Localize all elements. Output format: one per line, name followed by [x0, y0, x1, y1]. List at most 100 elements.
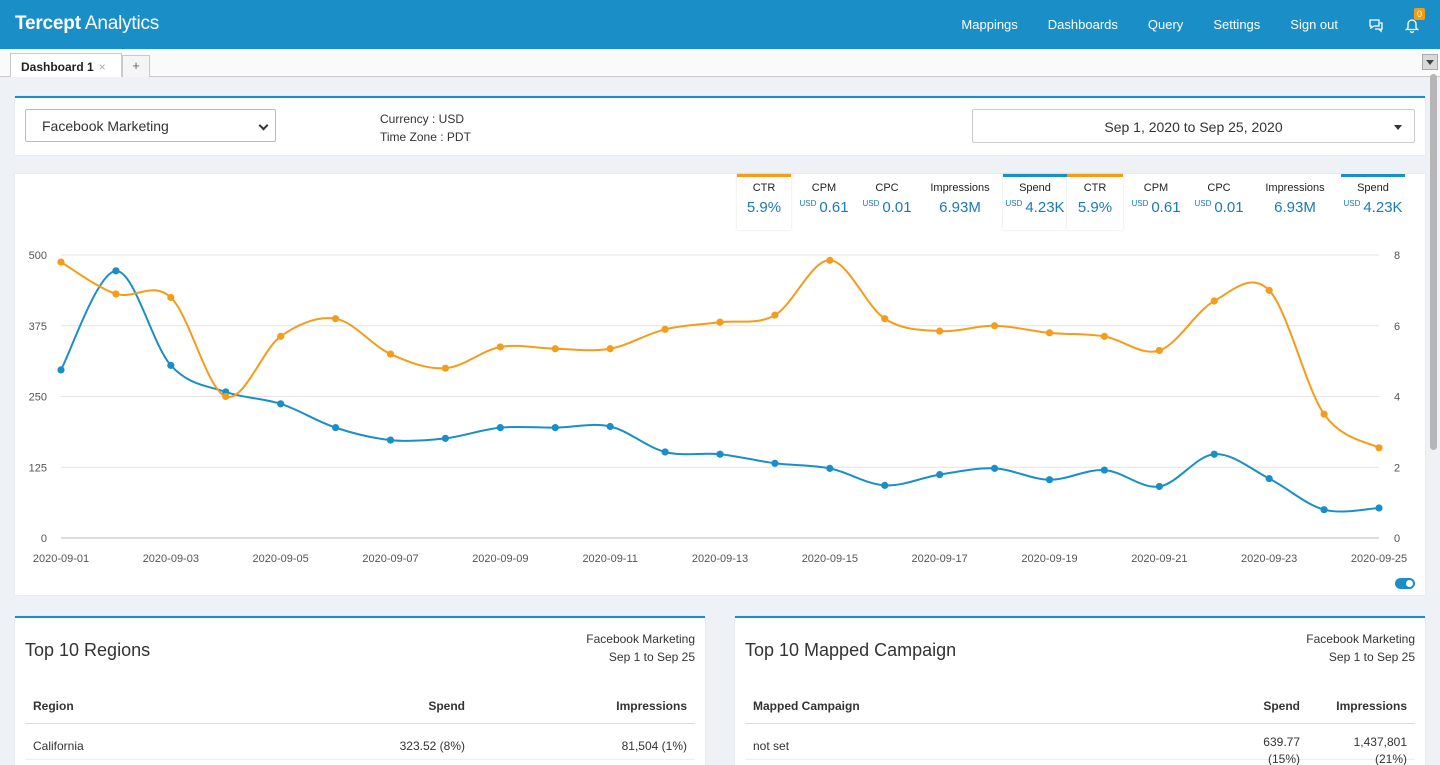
nav-settings[interactable]: Settings — [1213, 17, 1261, 32]
series-line-1 — [60, 269, 1380, 513]
data-point — [606, 422, 614, 431]
col-region[interactable]: Region — [33, 699, 74, 713]
chat-icon[interactable] — [1368, 17, 1384, 33]
currency-label: Currency : USD — [380, 112, 465, 126]
account-select-value: Facebook Marketing — [42, 118, 169, 134]
chart-toggle-switch[interactable] — [1395, 578, 1415, 589]
nav-mappings[interactable]: Mappings — [961, 17, 1018, 32]
metric-tile-cpc[interactable]: CPC USD 0.01 — [857, 174, 917, 230]
data-point — [112, 290, 120, 298]
metric-value: 5.9% — [1067, 199, 1123, 216]
table-row[interactable]: California 323.52 (8%) 81,504 (1%) — [25, 724, 695, 760]
app-logo[interactable]: Tercept Analytics — [15, 13, 159, 35]
metric-tile-cpc[interactable]: CPC USD 0.01 — [1189, 174, 1249, 230]
panel-subtitle: Facebook Marketing Sep 1 to Sep 25 — [1306, 630, 1415, 666]
metric-value: USD 0.01 — [857, 199, 917, 216]
x-tick-label: 2020-09-01 — [33, 553, 89, 565]
top-regions-panel: Top 10 Regions Facebook Marketing Sep 1 … — [15, 616, 705, 765]
nav-sign-out[interactable]: Sign out — [1290, 17, 1338, 32]
metric-tile-cpm[interactable]: CPM USD 0.61 — [1123, 174, 1189, 230]
cell-region: California — [33, 739, 84, 753]
metric-number: 4.23K — [1363, 199, 1403, 216]
data-point — [222, 392, 230, 401]
metric-number: 5.9% — [746, 199, 782, 216]
data-point — [990, 322, 999, 330]
data-point — [881, 481, 889, 489]
metric-tile-spend[interactable]: Spend USD 4.23K — [1003, 174, 1067, 230]
metric-label: CTR — [1083, 182, 1107, 194]
impressions-value: 1,437,801 — [1353, 735, 1407, 749]
data-point — [1265, 286, 1273, 294]
cell-campaign: not set — [753, 739, 790, 753]
x-tick-label: 2020-09-15 — [802, 553, 858, 565]
data-point — [936, 327, 944, 335]
cell-impressions: 1,437,801 (21%) — [1354, 734, 1407, 765]
metric-currency: USD — [1131, 199, 1149, 208]
page-scrollbar[interactable] — [1430, 74, 1437, 450]
metric-tile-impressions[interactable]: Impressions 6.93M — [917, 174, 1003, 230]
tab-dashboard-1[interactable]: Dashboard 1 × — [10, 53, 122, 77]
col-mapped-campaign[interactable]: Mapped Campaign — [753, 699, 860, 713]
metric-label: CTR — [752, 182, 776, 194]
metric-value: USD 4.23K — [1003, 199, 1067, 216]
timezone-label: Time Zone : PDT — [380, 130, 471, 144]
metric-value: USD 0.61 — [791, 199, 857, 216]
cell-impressions: 81,504 (1%) — [621, 739, 687, 753]
table-row[interactable]: not set 639.77 (15%) 1,437,801 (21%) — [745, 724, 1415, 765]
regions-table: Region Spend Impressions California 323.… — [25, 688, 695, 760]
data-point — [936, 471, 944, 479]
table-header: Mapped Campaign Spend Impressions — [745, 688, 1415, 724]
metric-tile-ctr[interactable]: CTR 5.9% — [1067, 174, 1123, 230]
data-point — [1210, 450, 1218, 458]
col-spend[interactable]: Spend — [1263, 699, 1300, 713]
metric-currency: USD — [1343, 199, 1361, 208]
dashboard-tabbar: Dashboard 1 × + — [0, 49, 1440, 77]
metric-number: 6.93M — [939, 199, 981, 216]
x-tick-label: 2020-09-21 — [1131, 553, 1187, 565]
metric-tile-ctr[interactable]: CTR 5.9% — [737, 174, 791, 230]
metric-label: CPC — [1207, 182, 1231, 194]
data-point — [441, 364, 450, 372]
col-impressions[interactable]: Impressions — [1336, 699, 1407, 713]
col-impressions[interactable]: Impressions — [616, 699, 687, 713]
metric-value: 6.93M — [1249, 199, 1341, 216]
data-point — [661, 325, 669, 333]
col-spend[interactable]: Spend — [428, 699, 465, 713]
metric-label: CPC — [875, 182, 899, 194]
cell-spend: 639.77 (15%) — [1263, 734, 1300, 765]
nav-dashboards[interactable]: Dashboards — [1047, 17, 1118, 32]
data-point — [57, 258, 65, 266]
account-select[interactable]: Facebook Marketing — [25, 109, 276, 142]
nav-query[interactable]: Query — [1147, 17, 1184, 32]
data-point — [496, 424, 504, 432]
data-point — [167, 361, 175, 369]
metric-number: 5.9% — [1077, 199, 1113, 216]
close-icon[interactable]: × — [98, 60, 106, 74]
x-tick-label: 2020-09-19 — [1021, 553, 1077, 565]
data-point — [606, 345, 614, 353]
data-point — [331, 315, 340, 323]
bell-icon[interactable]: 0 — [1404, 7, 1425, 33]
data-point — [1375, 444, 1383, 452]
y-left-tick-label: 500 — [29, 250, 47, 262]
data-point — [1045, 329, 1054, 337]
metric-label: Impressions — [1265, 182, 1325, 194]
table-header: Region Spend Impressions — [25, 688, 695, 724]
metric-tile-impressions[interactable]: Impressions 6.93M — [1249, 174, 1341, 230]
data-point — [716, 318, 724, 326]
filter-panel: Facebook Marketing Currency : USD Time Z… — [15, 96, 1425, 155]
y-left-tick-label: 125 — [29, 462, 47, 474]
nav-links: Mappings Dashboards Query Settings Sign … — [961, 0, 1440, 49]
line-chart: 0 125 250 375 500 0 2 4 6 8 2020-09-01 2020-09-03 20… — [29, 250, 1408, 565]
metric-tile-spend[interactable]: Spend USD 4.23K — [1341, 174, 1405, 230]
add-tab-button[interactable]: + — [122, 55, 150, 77]
date-range-picker[interactable]: Sep 1, 2020 to Sep 25, 2020 — [972, 109, 1415, 143]
data-point — [1155, 482, 1163, 491]
data-point — [1375, 504, 1383, 512]
spend-share: (15%) — [1267, 752, 1300, 765]
data-point — [551, 424, 559, 432]
metric-tile-cpm[interactable]: CPM USD 0.61 — [791, 174, 857, 230]
data-point — [1100, 332, 1109, 340]
y-left-tick-label: 250 — [29, 392, 47, 404]
tabs-dropdown-button[interactable] — [1422, 54, 1438, 70]
